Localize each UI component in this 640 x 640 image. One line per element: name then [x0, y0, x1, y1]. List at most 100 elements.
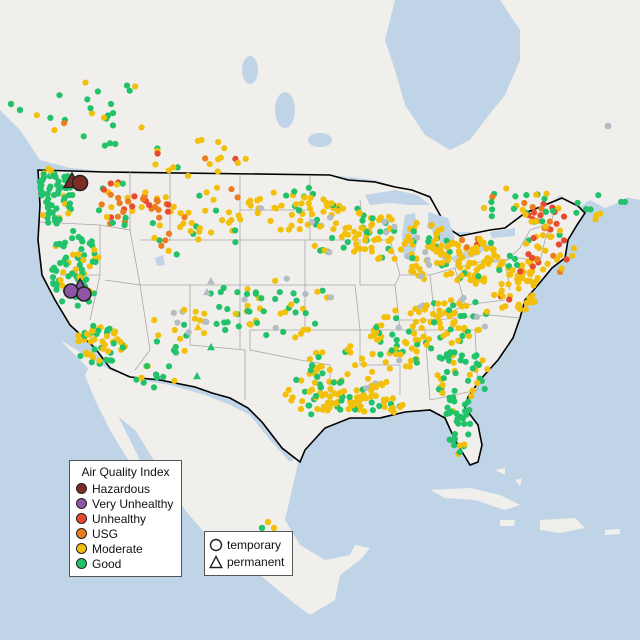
monitor-marker [434, 259, 441, 267]
monitor-marker [154, 150, 161, 157]
monitor-marker [177, 224, 184, 231]
monitor-marker [592, 216, 599, 223]
monitor-marker [301, 388, 309, 395]
monitor-marker [382, 359, 389, 366]
monitor-marker [466, 420, 474, 427]
monitor-marker [327, 214, 334, 221]
monitor-marker [165, 247, 172, 254]
monitor-marker [156, 222, 163, 229]
monitor-marker [320, 208, 327, 215]
monitor-marker [481, 385, 488, 393]
monitor-marker [488, 213, 495, 220]
unhealthy-swatch [76, 513, 87, 524]
monitor-marker [480, 278, 488, 285]
monitor-marker [282, 308, 289, 316]
legend-item-very-unhealthy: Very Unhealthy [76, 496, 173, 511]
monitor-marker [194, 323, 202, 331]
monitor-marker [108, 204, 115, 211]
monitor-marker [39, 212, 47, 219]
monitor-marker [534, 274, 541, 282]
monitor-marker [474, 379, 481, 387]
monitor-marker [283, 192, 290, 199]
monitor-marker [428, 222, 435, 229]
monitor-marker [191, 315, 198, 322]
monitor-marker [270, 524, 278, 532]
monitor-marker [332, 400, 339, 407]
monitor-marker [46, 185, 53, 192]
monitor-marker [33, 112, 41, 119]
monitor-marker [353, 387, 360, 394]
monitor-marker [503, 185, 510, 192]
monitor-marker [171, 377, 178, 384]
monitor-marker [295, 207, 303, 214]
monitor-marker [455, 325, 462, 332]
monitor-marker [181, 214, 188, 221]
monitor-marker [537, 212, 544, 219]
monitor-marker [104, 326, 111, 333]
monitor-marker [410, 228, 417, 235]
monitor-marker [529, 263, 536, 270]
monitor-marker [282, 391, 289, 398]
monitor-marker [100, 114, 108, 121]
monitor-marker [88, 359, 95, 366]
monitor-marker [151, 317, 158, 324]
monitor-marker [471, 353, 478, 360]
monitor-marker [185, 209, 192, 216]
monitor-marker [121, 222, 128, 229]
monitor-marker [181, 347, 188, 354]
hispaniola [540, 518, 585, 533]
monitor-marker [234, 194, 241, 201]
monitor-marker [288, 301, 295, 308]
monitor-marker [433, 230, 440, 237]
monitor-marker [201, 310, 208, 317]
monitor-marker [258, 524, 266, 532]
monitor-marker [243, 291, 251, 298]
monitor-marker [425, 238, 432, 245]
monitor-marker [143, 362, 151, 370]
monitor-marker [573, 209, 580, 216]
monitor-marker [215, 156, 222, 163]
monitor-marker [420, 333, 427, 340]
monitor-marker [129, 207, 136, 215]
monitor-marker [164, 208, 172, 215]
monitor-marker [155, 206, 162, 213]
monitor-marker [313, 216, 321, 223]
monitor-marker [360, 395, 367, 402]
lake [242, 56, 258, 84]
monitor-marker [361, 408, 368, 415]
monitor-marker [412, 318, 420, 325]
monitor-marker [140, 379, 147, 386]
monitor-marker [84, 330, 91, 338]
monitor-marker [415, 309, 423, 316]
monitor-marker [305, 184, 312, 191]
monitor-marker [114, 213, 121, 220]
monitor-marker [515, 301, 522, 308]
monitor-marker [468, 393, 475, 400]
monitor-marker [69, 235, 76, 242]
monitor-marker [129, 203, 136, 210]
monitor-marker [384, 314, 391, 321]
monitor-marker [448, 270, 455, 277]
monitor-marker [521, 199, 528, 207]
monitor-marker [474, 249, 481, 256]
monitor-marker [83, 349, 90, 356]
monitor-marker [337, 406, 344, 413]
monitor-marker [308, 362, 316, 369]
monitor-marker [292, 334, 299, 341]
monitor-marker [80, 133, 87, 140]
monitor-marker [339, 205, 347, 212]
monitor-marker [361, 246, 369, 253]
monitor-marker [181, 306, 188, 313]
monitor-marker [272, 324, 279, 332]
monitor-marker [79, 238, 86, 245]
great-salt-lake [155, 255, 165, 266]
monitor-marker [103, 333, 111, 340]
monitor-marker [156, 214, 163, 221]
monitor-marker [51, 264, 58, 271]
monitor-marker [256, 195, 264, 202]
monitor-marker [471, 260, 478, 267]
monitor-marker [479, 263, 486, 270]
monitor-marker [443, 271, 450, 278]
monitor-marker [174, 319, 181, 326]
monitor-marker [84, 96, 91, 103]
